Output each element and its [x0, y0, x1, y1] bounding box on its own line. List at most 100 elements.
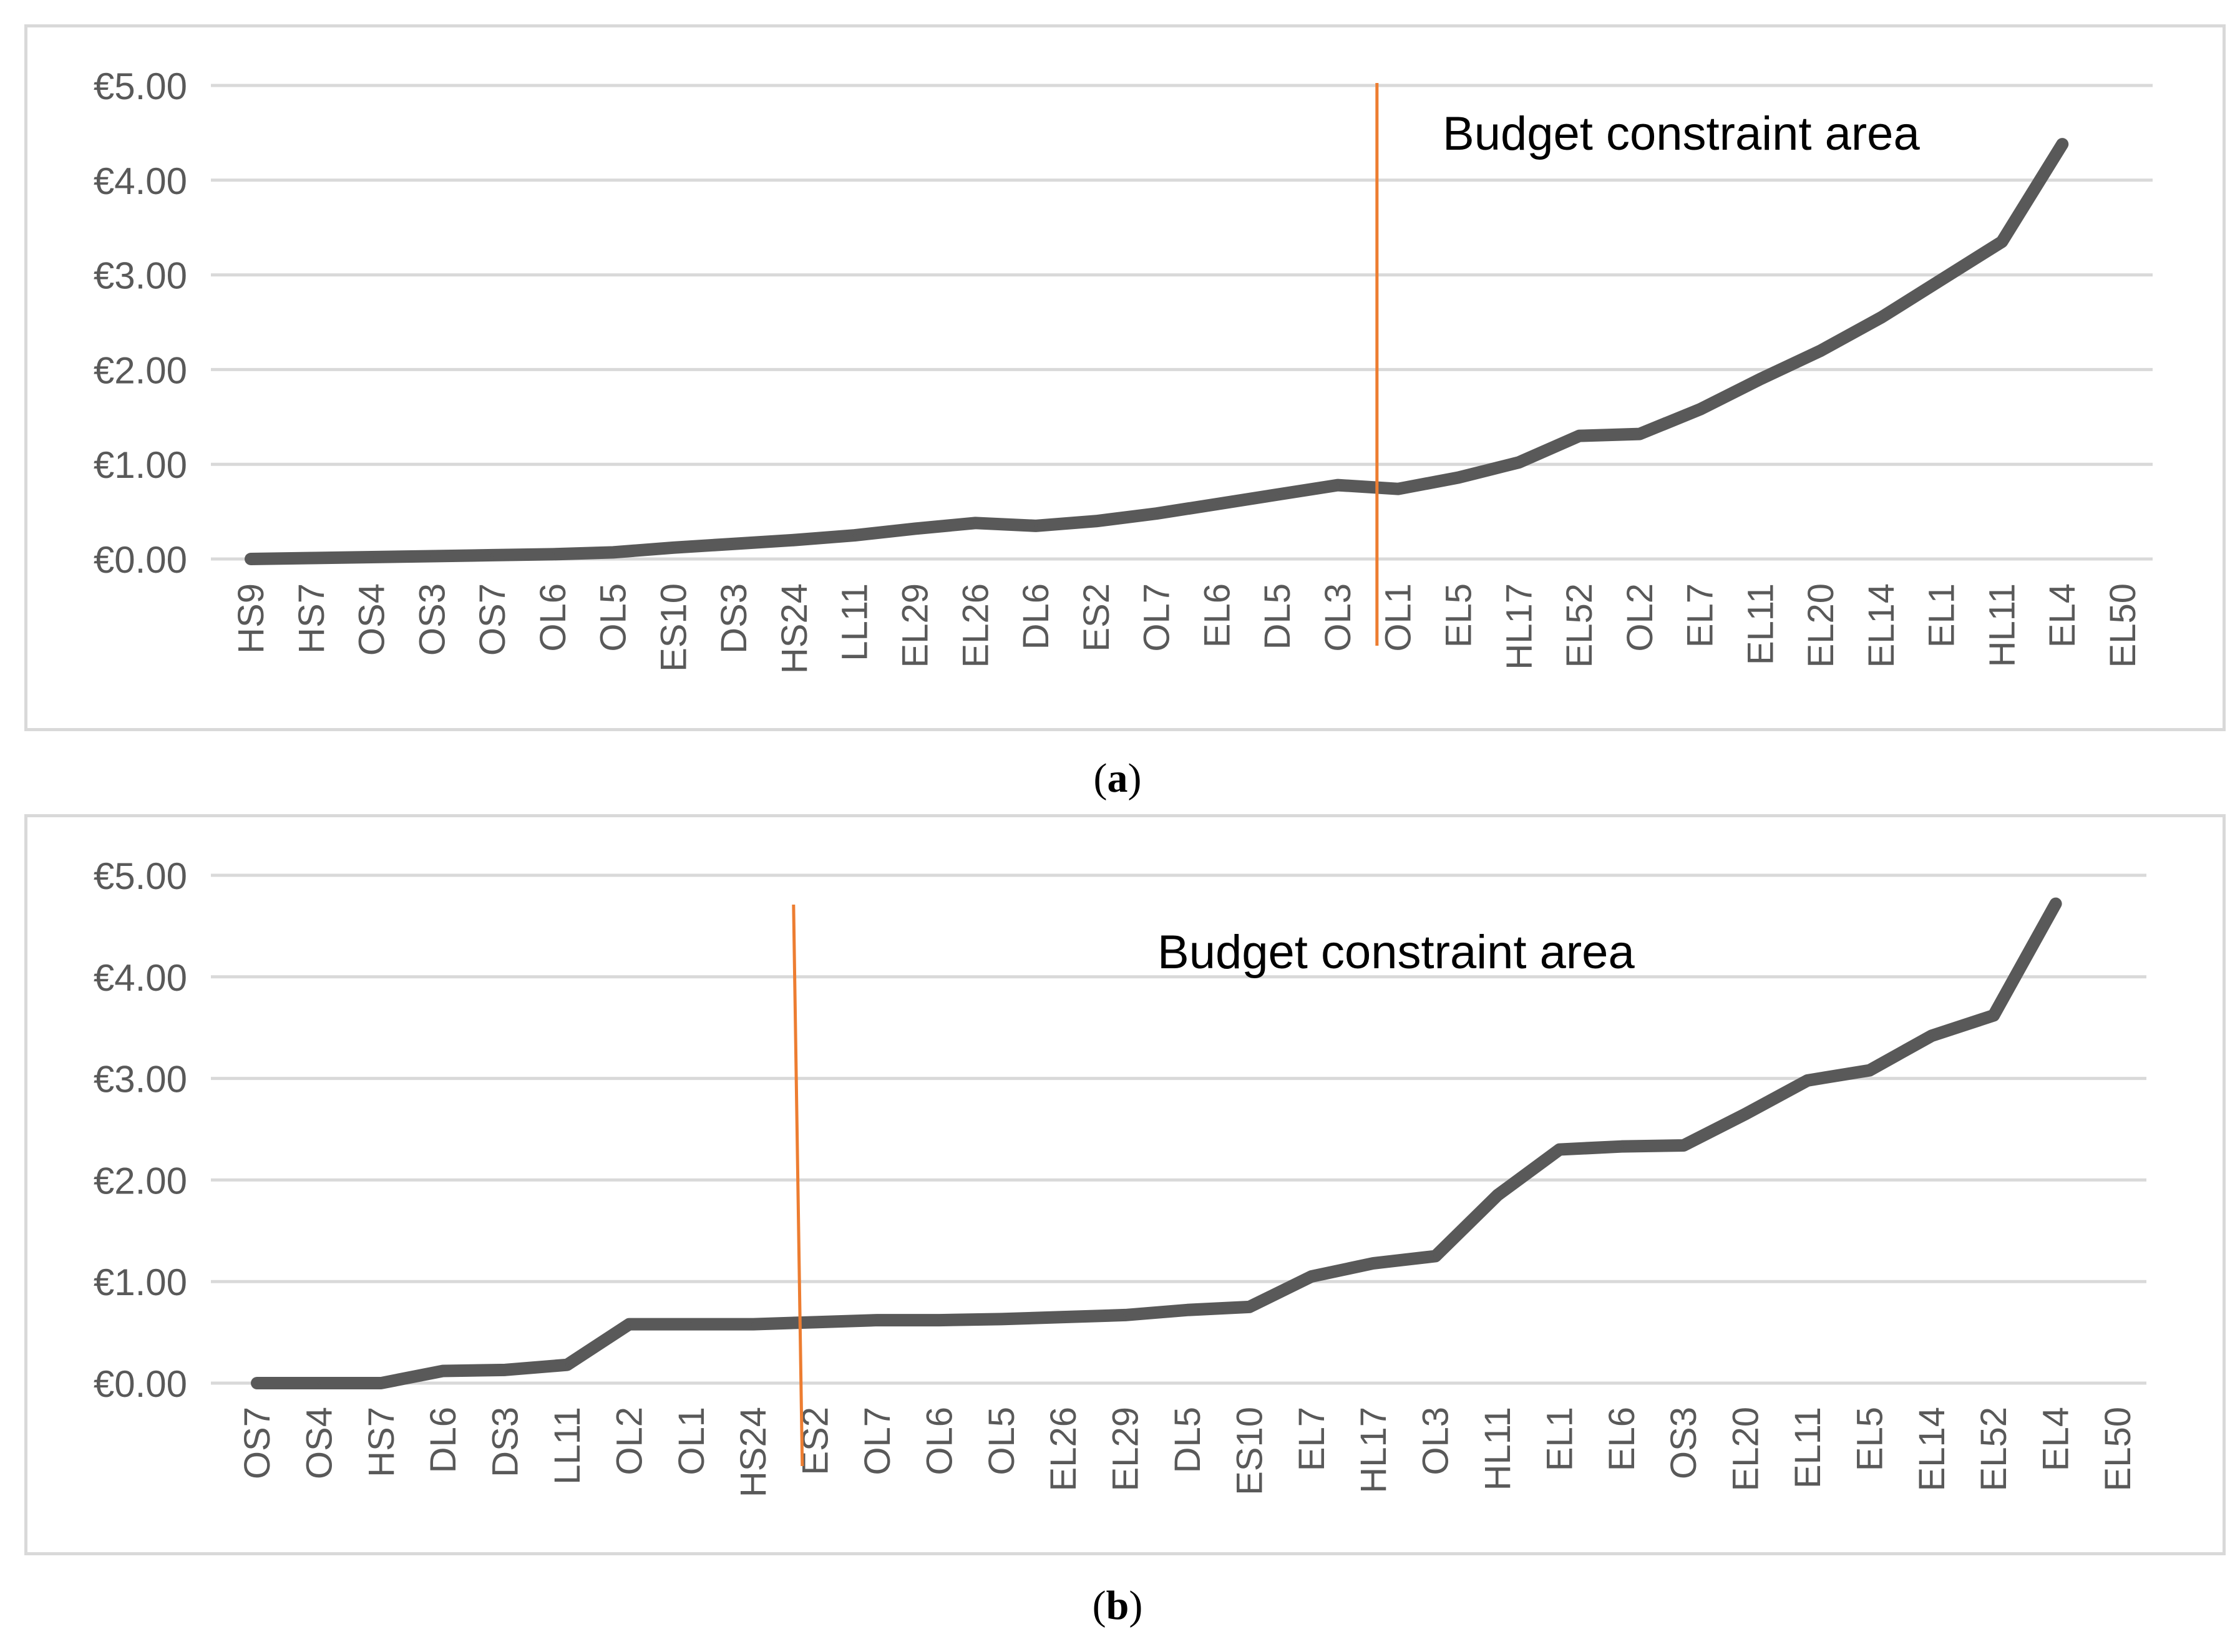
- data-point: [875, 1318, 879, 1323]
- data-point: [430, 554, 434, 558]
- data-point: [550, 552, 555, 556]
- x-tick-label: HL17: [1353, 1407, 1394, 1494]
- x-tick-label: EL6: [1602, 1407, 1642, 1471]
- data-point: [255, 1381, 259, 1385]
- x-tick-label: EL1: [1922, 583, 1962, 648]
- x-tick-label: OL2: [1620, 583, 1660, 652]
- data-point: [1698, 407, 1702, 412]
- series-line: [251, 897, 2062, 1389]
- x-tick-label: OS3: [412, 583, 452, 656]
- chart-a: €0.00 €1.00 €2.00 €3.00 €4.00 €5.00 HS9 HS7 OS4 O…: [94, 66, 2153, 674]
- data-point: [627, 1322, 631, 1326]
- x-tick-label: OL3: [1416, 1407, 1456, 1475]
- x-tick-label: LL11: [835, 583, 875, 661]
- data-point: [379, 1381, 383, 1385]
- data-point: [1396, 487, 1400, 491]
- data-point: [1034, 523, 1038, 528]
- data-point: [1215, 502, 1219, 506]
- y-tick-label: €3.00: [94, 255, 187, 297]
- x-tick-label: EL20: [1726, 1407, 1766, 1491]
- x-tick-label: EL4: [2036, 1407, 2077, 1471]
- data-point: [1879, 315, 1883, 319]
- data-point: [1577, 434, 1582, 438]
- x-tick-label: OL2: [609, 1407, 650, 1475]
- x-tick-label: OL7: [1137, 583, 1177, 652]
- data-point: [1456, 475, 1461, 480]
- data-point: [1154, 512, 1159, 516]
- data-point: [852, 533, 857, 538]
- data-point: [813, 1320, 817, 1324]
- x-tick-label: EL1: [1539, 1407, 1580, 1471]
- x-tick-label: HL11: [1982, 583, 2022, 667]
- data-point: [1758, 377, 1763, 381]
- budget-annotation: Budget constraint area: [1443, 107, 1920, 160]
- x-tick-label: ES10: [1229, 1407, 1270, 1495]
- y-tick-label: €1.00: [94, 1261, 187, 1303]
- x-tick-label: HS7: [291, 583, 332, 654]
- data-point: [751, 1322, 756, 1326]
- x-tick-label: HS7: [361, 1407, 402, 1477]
- x-tick-label: DL5: [1167, 1407, 1208, 1473]
- data-point: [1433, 1254, 1438, 1258]
- x-tick-label: HS9: [231, 583, 271, 654]
- data-point: [999, 1317, 1003, 1321]
- data-point: [317, 1381, 321, 1385]
- x-tick-label: OL6: [533, 583, 573, 652]
- x-tick-label: EL29: [1106, 1407, 1146, 1491]
- x-tick-label: OL3: [1318, 583, 1358, 652]
- x-tick-label: OS7: [472, 583, 513, 656]
- x-tick-label: EL14: [1912, 1407, 1952, 1491]
- x-tick-label: HS24: [774, 583, 815, 674]
- data-point: [1929, 1034, 1934, 1038]
- data-point: [1335, 483, 1340, 487]
- data-point: [1517, 460, 1521, 465]
- data-point: [732, 542, 736, 546]
- y-tick-label: €2.00: [94, 1160, 187, 1202]
- budget-constraint-line: [792, 904, 804, 1467]
- chart-panel-a: [24, 24, 2226, 731]
- data-point: [671, 545, 676, 550]
- series-line: [245, 138, 2069, 565]
- data-point: [1557, 1147, 1562, 1152]
- x-tick-label: DS3: [485, 1407, 526, 1477]
- y-tick-label: €5.00: [94, 855, 187, 897]
- x-tick-label: DL6: [423, 1407, 464, 1473]
- x-tick-label: EL4: [2042, 583, 2083, 648]
- x-tick-label: EL50: [2103, 583, 2143, 668]
- caption-a-label: a: [1107, 756, 1128, 801]
- budget-annotation: Budget constraint area: [1157, 926, 1635, 979]
- caption-b-label: b: [1106, 1583, 1129, 1628]
- data-point: [1682, 1144, 1686, 1148]
- x-tick-label: DL5: [1257, 583, 1298, 649]
- data-point: [1637, 432, 1642, 436]
- x-tick-label: OL1: [1378, 583, 1419, 652]
- data-point: [1275, 492, 1280, 497]
- data-point: [2000, 240, 2004, 244]
- data-point: [490, 553, 495, 557]
- data-point: [1867, 1068, 1872, 1072]
- data-point: [1186, 1308, 1189, 1312]
- data-point: [1371, 1261, 1376, 1265]
- x-tick-label: OL5: [981, 1407, 1022, 1475]
- data-point: [441, 1369, 446, 1373]
- x-tick-label: EL26: [955, 583, 996, 668]
- y-tick-label: €0.00: [94, 539, 187, 581]
- data-point: [937, 1318, 942, 1323]
- y-tick-label: €0.00: [94, 1363, 187, 1405]
- data-point: [1939, 278, 1944, 282]
- x-tick-label: EL7: [1680, 583, 1721, 648]
- data-point: [2053, 901, 2058, 906]
- data-point: [565, 1363, 569, 1367]
- x-tick-label: OL7: [857, 1407, 898, 1475]
- x-tick-label: ES2: [1076, 583, 1117, 652]
- x-tick-label: OS4: [352, 583, 392, 656]
- data-point: [792, 538, 796, 542]
- data-point: [1619, 1144, 1624, 1149]
- y-tick-label: €4.00: [94, 957, 187, 999]
- x-tick-label: EL50: [2098, 1407, 2138, 1491]
- data-point: [1123, 1313, 1127, 1317]
- x-tick-label: DL6: [1016, 583, 1056, 649]
- data-point: [611, 550, 615, 555]
- data-point: [503, 1368, 507, 1372]
- x-tick-label: OS7: [237, 1407, 278, 1479]
